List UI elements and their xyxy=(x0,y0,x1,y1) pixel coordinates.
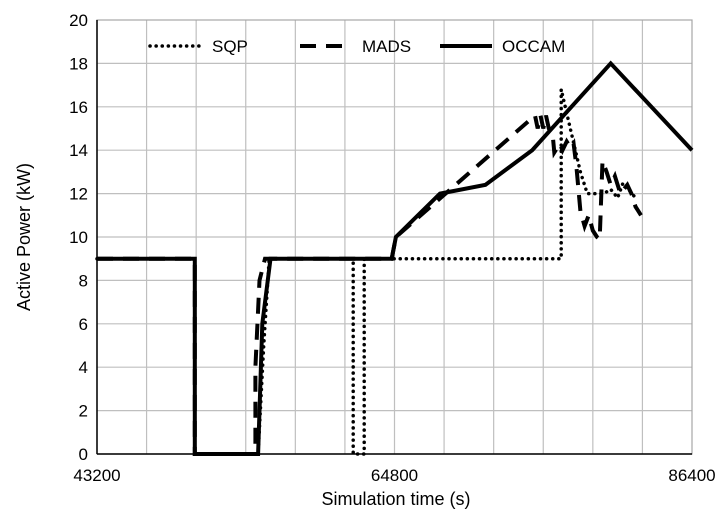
y-tick-label-0: 0 xyxy=(79,445,88,464)
y-tick-label-10: 20 xyxy=(69,11,88,30)
y-tick-label-9: 18 xyxy=(69,54,88,73)
x-axis-title: Simulation time (s) xyxy=(321,489,470,509)
x-tick-label-2: 86400 xyxy=(668,466,715,485)
y-tick-label-3: 6 xyxy=(79,315,88,334)
legend-label-sqp: SQP xyxy=(212,37,248,56)
y-tick-label-1: 2 xyxy=(79,402,88,421)
legend-label-mads: MADS xyxy=(362,37,411,56)
y-tick-label-6: 12 xyxy=(69,185,88,204)
y-tick-label-4: 8 xyxy=(79,271,88,290)
series-line-occam xyxy=(97,60,694,456)
legend-label-occam: OCCAM xyxy=(502,37,565,56)
y-axis-title: Active Power (kW) xyxy=(14,163,34,311)
series-line-mads xyxy=(97,111,643,456)
y-tick-label-8: 16 xyxy=(69,98,88,117)
legend: SQP MADS OCCAM xyxy=(148,37,565,56)
x-tick-label-0: 43200 xyxy=(73,466,120,485)
series-group xyxy=(95,60,694,456)
series-line-sqp xyxy=(95,89,638,456)
y-tick-labels: 0 2 4 6 8 10 12 14 16 18 20 xyxy=(69,11,88,464)
y-tick-label-5: 10 xyxy=(69,228,88,247)
x-tick-labels: 43200 64800 86400 xyxy=(73,466,715,485)
x-tick-label-1: 64800 xyxy=(371,466,418,485)
y-tick-label-7: 14 xyxy=(69,141,88,160)
y-tick-label-2: 4 xyxy=(79,358,88,377)
